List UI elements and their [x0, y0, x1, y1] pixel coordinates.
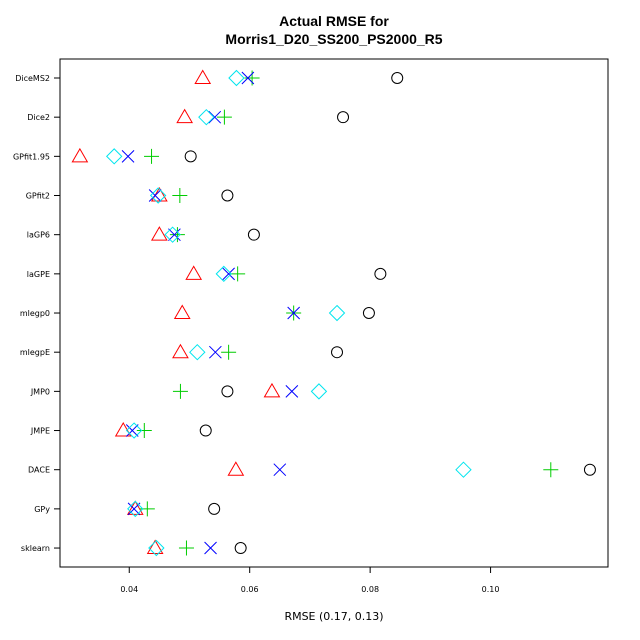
- circle-point: [184, 150, 197, 163]
- x-tick-label: 0.10: [482, 585, 500, 594]
- circle-point: [221, 189, 234, 202]
- y-tick-label: GPfit2: [26, 192, 50, 201]
- y-tick-label: mlegp0: [20, 309, 50, 318]
- plus-point: [178, 540, 194, 556]
- y-tick-label: mlegpE: [20, 348, 50, 357]
- circle-point: [247, 228, 260, 241]
- circle-point: [208, 502, 221, 515]
- triangle-point: [126, 500, 144, 515]
- circle-point: [583, 463, 596, 476]
- x-axis: 0.04 0.06 0.08 0.10: [120, 567, 499, 594]
- x-point: [209, 345, 222, 359]
- x-point: [273, 463, 287, 477]
- plot-frame: [59, 58, 609, 568]
- x-tick-label: 0.04: [120, 585, 138, 594]
- diamond-point: [148, 539, 165, 557]
- diamond-point: [164, 226, 181, 243]
- triangle-point: [173, 304, 191, 320]
- triangle-point: [176, 108, 194, 124]
- plus-point: [144, 148, 160, 164]
- x-point: [241, 71, 255, 85]
- data-marks: [71, 69, 596, 557]
- circle-point: [391, 72, 404, 84]
- y-tick-label: Dice2: [27, 113, 50, 122]
- plus-point: [543, 462, 559, 478]
- diamond-point: [328, 304, 346, 322]
- x-point: [148, 189, 162, 202]
- diamond-point: [198, 108, 215, 126]
- x-point: [285, 385, 299, 398]
- y-tick-label: DiceMS2: [15, 74, 50, 83]
- plus-point: [221, 344, 237, 360]
- diamond-point: [455, 461, 472, 478]
- plus-point: [230, 266, 246, 282]
- y-tick-label: JMP0: [30, 387, 50, 396]
- chart-title-line2: Morris1_D20_SS200_PS2000_R5: [225, 31, 442, 47]
- circle-point: [199, 424, 212, 437]
- plus-point: [172, 383, 188, 399]
- plus-point: [136, 423, 152, 439]
- triangle-point: [150, 226, 168, 241]
- x-point: [208, 110, 222, 124]
- circle-point: [331, 346, 344, 359]
- x-tick-label: 0.06: [241, 585, 259, 594]
- diamond-point: [310, 383, 328, 400]
- x-point: [222, 267, 235, 281]
- circle-point: [362, 307, 375, 320]
- triangle-point: [263, 382, 281, 398]
- x-point: [125, 424, 139, 437]
- circle-point: [337, 111, 350, 124]
- triangle-point: [194, 69, 212, 84]
- diamond-point: [125, 422, 143, 439]
- y-tick-label: JMPE: [30, 427, 50, 436]
- x-point: [168, 228, 181, 242]
- y-tick-label: GPfit1.95: [13, 152, 50, 161]
- triangle-point: [172, 343, 189, 359]
- diamond-point: [149, 187, 167, 204]
- x-point: [121, 149, 135, 163]
- triangle-point: [227, 461, 245, 476]
- triangle-point: [146, 539, 164, 555]
- triangle-point: [71, 147, 89, 163]
- plus-point: [169, 227, 185, 243]
- x-axis-label: RMSE (0.17, 0.13): [284, 610, 383, 623]
- x-tick-label: 0.08: [361, 585, 379, 594]
- circle-point: [221, 385, 234, 398]
- circle-point: [234, 542, 247, 555]
- diamond-point: [189, 343, 206, 361]
- x-point: [287, 306, 301, 320]
- diamond-point: [215, 265, 233, 283]
- y-tick-label: GPy: [34, 505, 50, 514]
- plus-point: [216, 109, 232, 125]
- y-tick-label: laGPE: [27, 270, 50, 279]
- diamond-point: [127, 500, 144, 518]
- chart-title-line1: Actual RMSE for: [279, 13, 389, 29]
- y-tick-label: laGP6: [27, 231, 50, 240]
- plus-point: [244, 70, 260, 86]
- y-tick-label: sklearn: [21, 544, 50, 553]
- diamond-point: [228, 69, 245, 87]
- circle-point: [374, 267, 387, 280]
- plus-point: [172, 188, 188, 204]
- y-axis: DiceMS2 Dice2 GPfit1.95 GPfit2 laGP6 laGPE mle…: [13, 74, 60, 553]
- x-point: [204, 541, 217, 555]
- diamond-point: [105, 148, 123, 165]
- triangle-point: [185, 265, 203, 280]
- y-tick-label: DACE: [28, 466, 50, 475]
